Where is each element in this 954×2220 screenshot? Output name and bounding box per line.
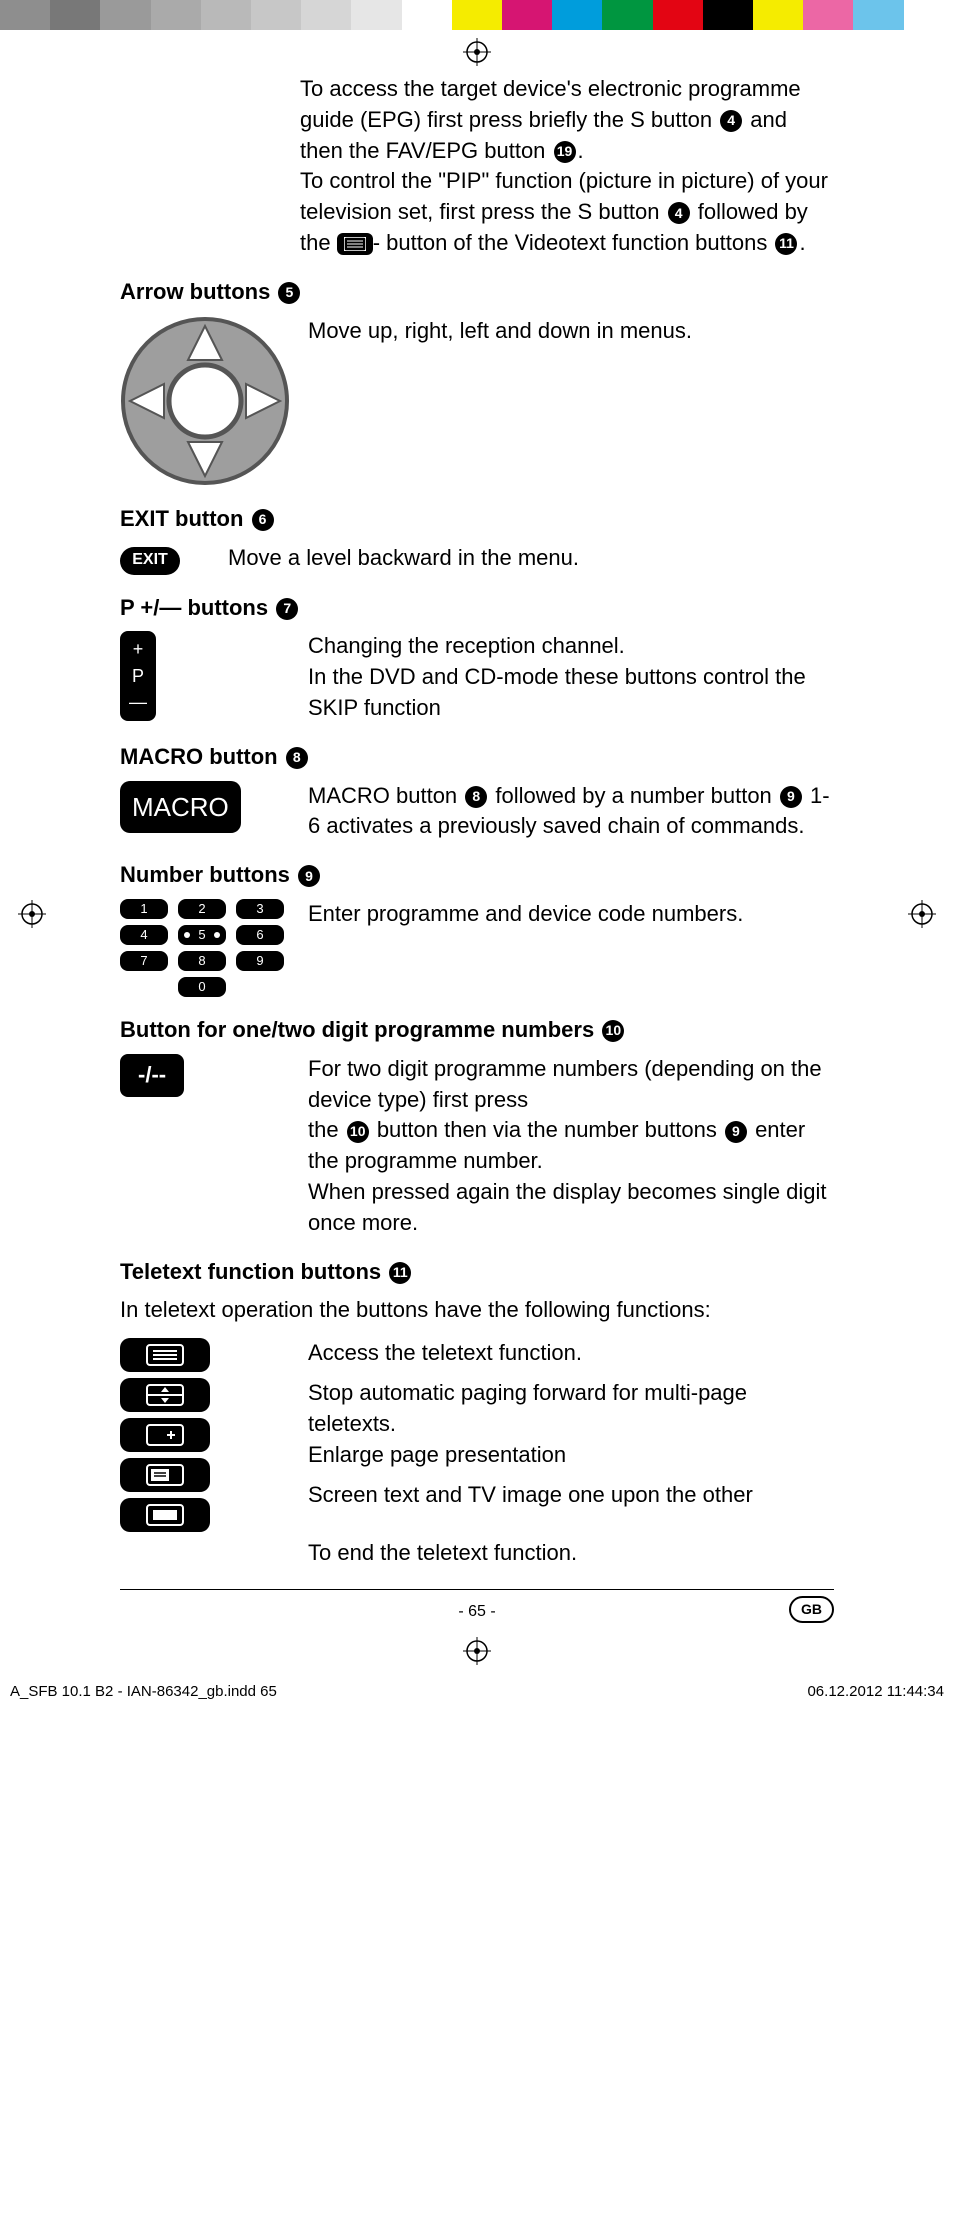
macro-heading: MACRO button 8 [120,742,834,773]
ttx-enlarge-icon [120,1418,210,1452]
videotext-icon [337,233,373,255]
numkey-6: 6 [236,925,284,945]
ttx-heading: Teletext function buttons 11 [120,1257,834,1288]
digit-heading: Button for one/two digit programme numbe… [120,1015,834,1046]
registration-mark-bottom [463,1637,491,1665]
ttx-end-icon [120,1498,210,1532]
numkey-0: 0 [178,977,226,997]
exit-button-icon: EXIT [120,547,180,575]
numkey-4: 4 [120,925,168,945]
registration-mark-top [463,38,491,66]
registration-mark-right [908,900,936,937]
numkey-1: 1 [120,899,168,919]
print-meta: A_SFB 10.1 B2 - IAN-86342_gb.indd 65 06.… [0,1673,954,1712]
intro-p1: To access the target device's electronic… [300,74,834,166]
p-desc-1: Changing the reception channel. [308,631,834,662]
arrow-desc: Move up, right, left and down in menus. [308,316,834,347]
macro-desc: MACRO button 8 followed by a number butt… [308,781,834,843]
ttx-mix-icon [120,1458,210,1492]
digit-d3: When pressed again the display becomes s… [308,1177,834,1239]
circnum-19: 19 [554,141,576,163]
numkey-2: 2 [178,899,226,919]
meta-stamp: 06.12.2012 11:44:34 [807,1681,944,1702]
p-plus-minus-icon: + P — [120,631,156,721]
gb-badge: GB [789,1596,834,1624]
exit-heading: EXIT button 6 [120,504,834,535]
exit-desc: Move a level backward in the menu. [228,543,834,574]
number-desc: Enter programme and device code numbers. [308,899,834,930]
page-number: - 65 - [458,1601,495,1623]
registration-mark-left [18,900,46,937]
page-footer: - 65 - GB [120,1589,834,1629]
arrow-heading: Arrow buttons 5 [120,277,834,308]
meta-file: A_SFB 10.1 B2 - IAN-86342_gb.indd 65 [10,1681,277,1702]
intro-block: To access the target device's electronic… [300,74,834,259]
ttx-r4: Screen text and TV image one upon the ot… [308,1480,834,1538]
number-heading: Number buttons 9 [120,860,834,891]
color-calibration-bar [0,0,954,30]
numkey-3: 3 [236,899,284,919]
numkey-8: 8 [178,951,226,971]
circnum-4: 4 [720,110,742,132]
page-content: To access the target device's electronic… [120,74,834,1629]
ttx-access-icon [120,1338,210,1372]
numpad-icon: 123 456 7890 [120,899,290,997]
dpad-icon [120,316,290,486]
circnum-4b: 4 [668,202,690,224]
digit-d2: the 10 button then via the number button… [308,1115,834,1177]
numkey-9: 9 [236,951,284,971]
numkey-7: 7 [120,951,168,971]
circnum-11: 11 [775,233,797,255]
ttx-r2: Stop automatic paging forward for multi-… [308,1378,834,1440]
intro-p2: To control the "PIP" function (picture i… [300,166,834,258]
p-heading: P +/— buttons 7 [120,593,834,624]
macro-button-icon: MACRO [120,781,241,833]
p-desc-2: In the DVD and CD-mode these buttons con… [308,662,834,724]
digit-d1: For two digit programme numbers (dependi… [308,1054,834,1116]
ttx-r5: To end the teletext function. [308,1538,834,1569]
ttx-stop-icon [120,1378,210,1412]
ttx-intro: In teletext operation the buttons have t… [120,1295,834,1326]
digit-toggle-icon: -/-- [120,1054,184,1097]
numkey-5: 5 [178,925,226,945]
ttx-r1: Access the teletext function. [308,1338,834,1378]
ttx-r3: Enlarge page presentation [308,1440,834,1480]
